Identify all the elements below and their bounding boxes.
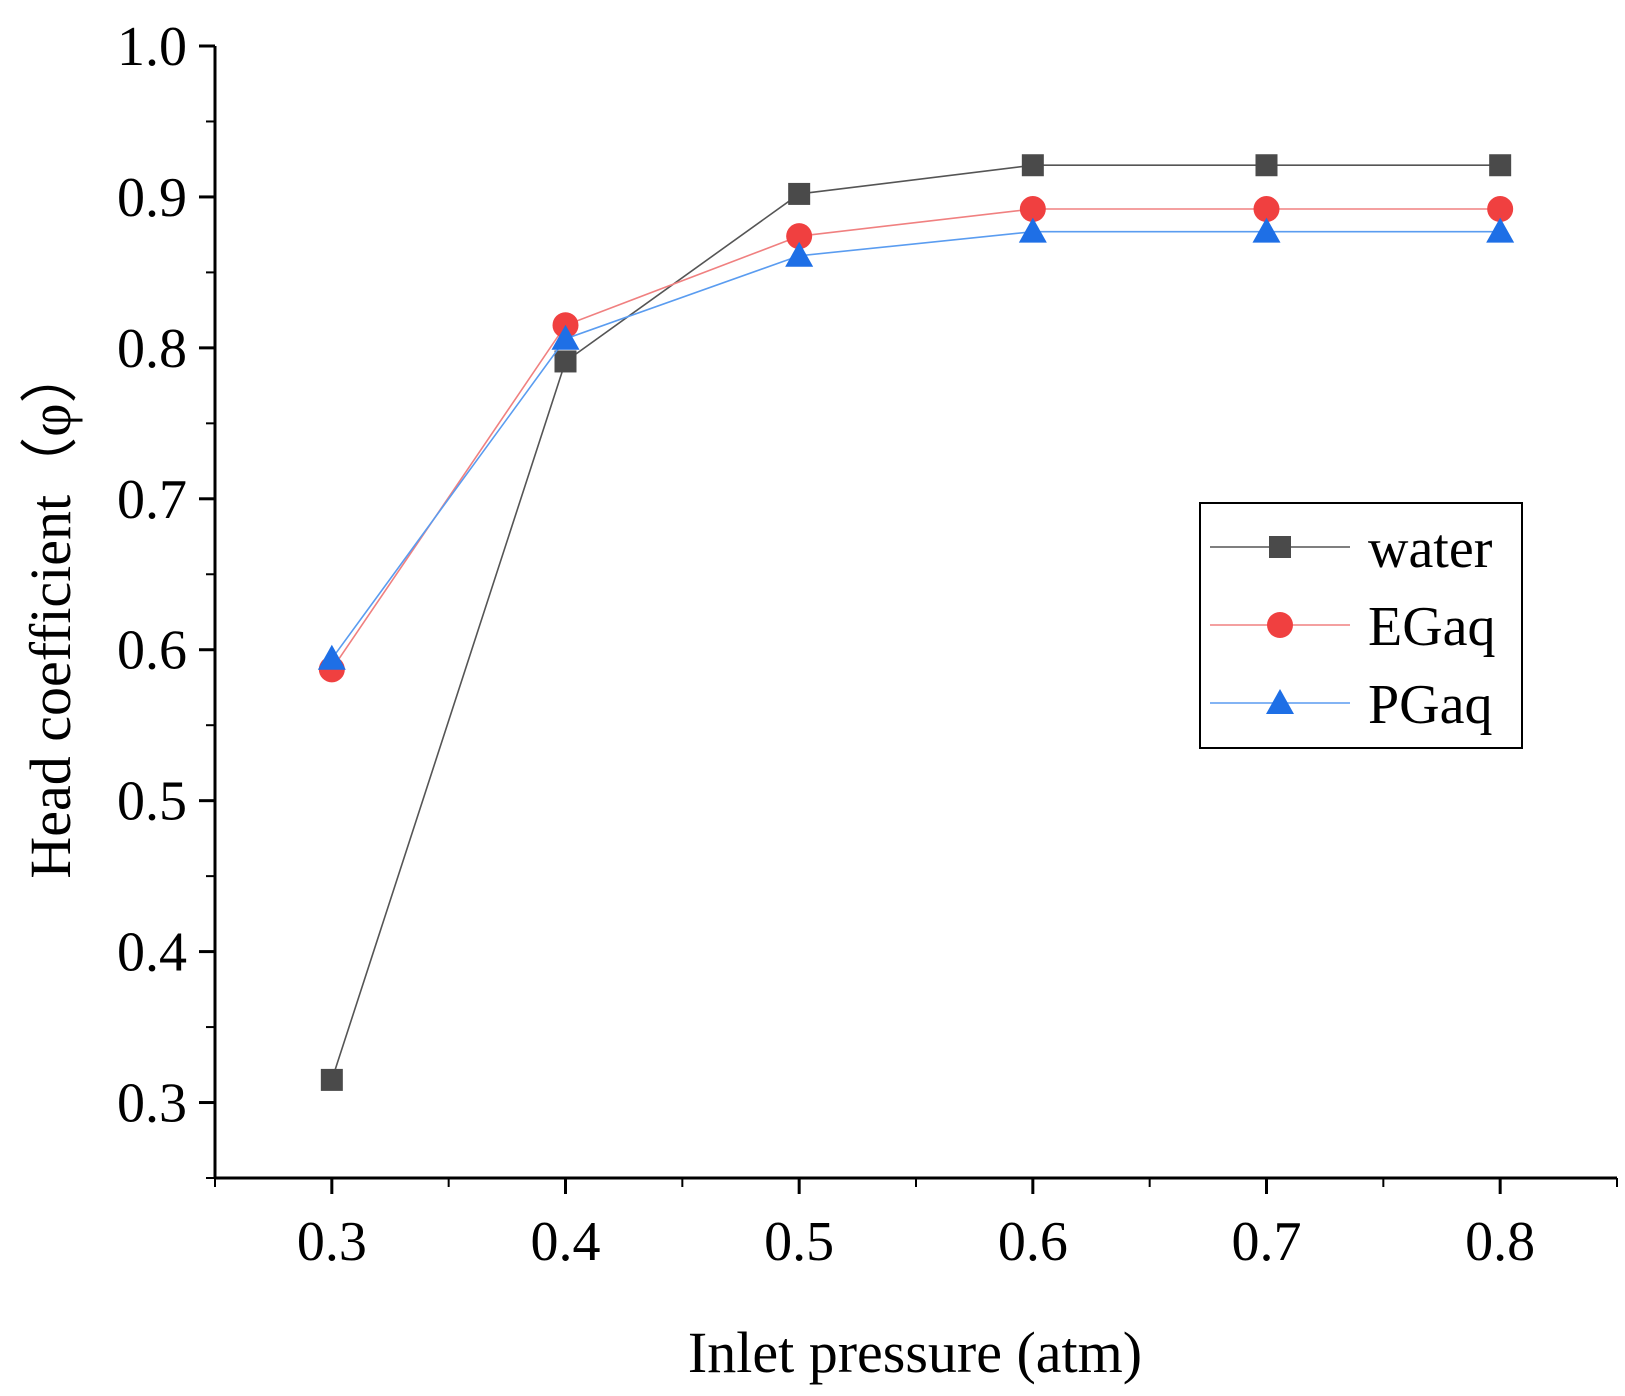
legend-label-PGaq: PGaq bbox=[1368, 674, 1492, 736]
y-tick-label: 0.3 bbox=[117, 1073, 187, 1135]
x-tick-label: 0.8 bbox=[1465, 1211, 1535, 1273]
data-point-water bbox=[320, 1068, 343, 1091]
data-point-water bbox=[1255, 154, 1278, 177]
data-point-water bbox=[1021, 154, 1044, 177]
y-tick-label: 0.5 bbox=[117, 771, 187, 833]
plot-area bbox=[317, 154, 1515, 1091]
series-PGaq bbox=[317, 217, 1515, 670]
y-tick-label: 0.7 bbox=[117, 469, 187, 531]
x-tick-label: 0.5 bbox=[764, 1211, 834, 1273]
data-point-PGaq bbox=[1486, 217, 1515, 243]
series-line-EGaq bbox=[331, 208, 1501, 670]
data-point-water bbox=[554, 350, 577, 373]
legend-marker-EGaq bbox=[1267, 612, 1293, 638]
data-point-EGaq bbox=[1487, 196, 1514, 223]
y-tick-label: 1.0 bbox=[117, 16, 187, 78]
legend-label-EGaq: EGaq bbox=[1368, 596, 1496, 658]
data-point-PGaq bbox=[317, 644, 346, 670]
series-EGaq bbox=[318, 196, 1514, 683]
legend-marker-water bbox=[1269, 536, 1291, 558]
y-tick-label: 0.4 bbox=[117, 922, 187, 984]
data-point-PGaq bbox=[785, 241, 814, 267]
y-tick-label: 0.9 bbox=[117, 167, 187, 229]
y-ticks: 0.3 0.4 0.5 0.6 0.7 0.8 0.9 1.0 bbox=[117, 16, 215, 1179]
data-point-PGaq bbox=[551, 324, 580, 350]
series-line-PGaq bbox=[331, 230, 1501, 660]
series-water bbox=[320, 154, 1512, 1091]
y-tick-label: 0.8 bbox=[117, 318, 187, 380]
x-tick-label: 0.3 bbox=[297, 1211, 367, 1273]
x-axis-title: Inlet pressure (atm) bbox=[688, 1320, 1142, 1385]
data-point-water bbox=[788, 182, 811, 205]
data-point-water bbox=[1489, 154, 1512, 177]
legend-marker-PGaq bbox=[1266, 689, 1294, 714]
data-point-EGaq bbox=[1019, 196, 1046, 223]
x-ticks: 0.3 0.4 0.5 0.6 0.7 0.8 bbox=[214, 1178, 1618, 1273]
y-axis-title: Head coefficient（φ） bbox=[18, 345, 83, 878]
data-point-EGaq bbox=[1253, 196, 1280, 223]
data-point-PGaq bbox=[1018, 217, 1047, 243]
x-tick-label: 0.4 bbox=[531, 1211, 601, 1273]
data-point-EGaq bbox=[786, 223, 813, 250]
data-point-PGaq bbox=[1252, 217, 1281, 243]
x-tick-label: 0.7 bbox=[1232, 1211, 1302, 1273]
y-tick-label: 0.6 bbox=[117, 620, 187, 682]
legend: water EGaq PGaq bbox=[1199, 502, 1523, 749]
x-tick-label: 0.6 bbox=[998, 1211, 1068, 1273]
series-line-water bbox=[331, 164, 1501, 1081]
legend-label-water: water bbox=[1368, 518, 1493, 580]
